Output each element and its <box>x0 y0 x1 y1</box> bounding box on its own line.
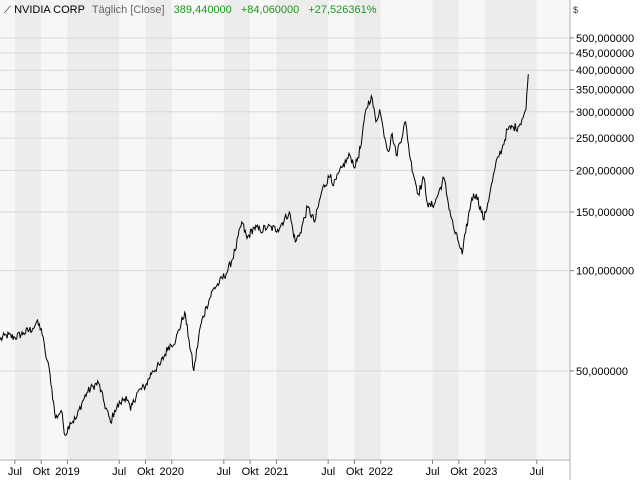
price-series-line <box>0 74 529 437</box>
background-band <box>41 0 68 460</box>
x-tick-label: Okt <box>450 466 467 478</box>
background-band <box>67 0 120 460</box>
y-tick-label: 100,000000 <box>576 266 634 278</box>
y-tick-label: 200,000000 <box>576 165 634 177</box>
y-tick-label: 50,000000 <box>576 366 628 378</box>
y-tick-label: 350,000000 <box>576 85 634 97</box>
background-band <box>223 0 251 460</box>
price-change-percent: +27,526361% <box>308 4 377 16</box>
background-band <box>432 0 459 460</box>
y-tick-label: 500,000000 <box>576 33 634 45</box>
y-axis-ticks: 50,000000 100,000000 150,000000 200,000000 2… <box>570 33 634 378</box>
chart-line-icon: ⟋ <box>4 5 11 16</box>
x-tick-label: Okt <box>346 466 363 478</box>
y-gridlines <box>0 37 570 372</box>
y-tick-label: 150,000000 <box>576 207 634 219</box>
x-tick-label: Jul <box>112 466 126 478</box>
background-band <box>536 0 570 460</box>
interval-label: Täglich [Close] <box>91 4 165 16</box>
y-tick-label: 400,000000 <box>576 65 634 77</box>
background-band <box>458 0 486 460</box>
x-tick-label: 2020 <box>160 466 184 478</box>
background-band <box>485 0 537 460</box>
x-tick-label: Okt <box>33 466 50 478</box>
last-close: 389,440000 <box>173 4 232 16</box>
x-axis-ticks: Jul Okt 2019 Jul Okt 2020 Jul Okt 2021 Jul Okt 2022… <box>8 460 544 478</box>
background-band <box>328 0 355 460</box>
symbol-name: NVIDIA CORP <box>14 4 85 16</box>
y-tick-label: 450,000000 <box>576 48 634 60</box>
x-tick-label: 2023 <box>473 466 497 478</box>
background-band <box>276 0 329 460</box>
background-band <box>119 0 146 460</box>
background-bands <box>0 0 570 460</box>
x-tick-label: Jul <box>425 466 439 478</box>
x-tick-label: Jul <box>530 466 544 478</box>
price-change: +84,060000 <box>240 4 300 16</box>
x-tick-label: Jul <box>321 466 335 478</box>
background-band <box>0 0 15 460</box>
background-band <box>380 0 433 460</box>
background-band <box>171 0 224 460</box>
background-band <box>14 0 42 460</box>
x-tick-label: 2022 <box>369 466 393 478</box>
x-tick-label: 2019 <box>55 466 79 478</box>
x-tick-label: Okt <box>137 466 154 478</box>
currency-label: $ <box>573 5 579 15</box>
chart-header: ⟋ NVIDIA CORP Täglich [Close] 389,440000… <box>4 3 377 18</box>
x-tick-label: Jul <box>217 466 231 478</box>
y-tick-label: 250,000000 <box>576 133 634 145</box>
background-band <box>354 0 381 460</box>
background-band <box>145 0 172 460</box>
y-tick-label: 300,000000 <box>576 107 634 119</box>
x-tick-label: Okt <box>242 466 259 478</box>
x-tick-label: Jul <box>8 466 22 478</box>
x-tick-label: 2021 <box>264 466 288 478</box>
